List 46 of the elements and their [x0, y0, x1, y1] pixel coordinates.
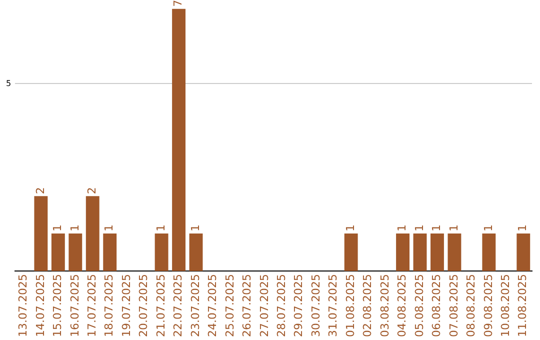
data-label: 1 — [430, 224, 444, 232]
x-tick-label: 24.07.2025 — [206, 274, 220, 338]
x-tick-label: 09.08.2025 — [482, 274, 495, 338]
x-tick-label: 06.08.2025 — [430, 274, 444, 338]
data-label: 1 — [396, 224, 409, 232]
data-label: 1 — [482, 224, 495, 232]
x-tick-label: 16.07.2025 — [68, 274, 82, 338]
x-tick-label: 31.07.2025 — [326, 274, 340, 338]
y-tick-label: 5 — [6, 78, 12, 88]
data-label: 1 — [102, 224, 116, 232]
data-label: 1 — [344, 224, 357, 232]
data-label: 1 — [412, 224, 426, 232]
x-tick-label: 13.07.2025 — [16, 274, 30, 338]
x-tick-label: 29.07.2025 — [292, 274, 306, 338]
data-label: 1 — [51, 224, 64, 232]
x-tick-label: 02.08.2025 — [361, 274, 374, 338]
x-tick-label: 27.07.2025 — [258, 274, 271, 338]
x-tick-label: 14.07.2025 — [34, 274, 47, 338]
x-tick-label: 25.07.2025 — [223, 274, 236, 338]
x-tick-label: 11.08.2025 — [516, 274, 530, 338]
x-tick-label: 30.07.2025 — [309, 274, 322, 338]
x-tick-label: 04.08.2025 — [396, 274, 409, 338]
x-tick-label: 20.07.2025 — [137, 274, 150, 338]
x-tick-label: 19.07.2025 — [120, 274, 133, 338]
x-tick-label: 10.08.2025 — [499, 274, 512, 338]
x-tick-label: 18.07.2025 — [102, 274, 116, 338]
data-label: 1 — [154, 224, 168, 232]
x-tick-label: 03.08.2025 — [378, 274, 392, 338]
x-tick-label: 26.07.2025 — [240, 274, 254, 338]
x-tick-label: 17.07.2025 — [85, 274, 98, 338]
data-label: 2 — [34, 187, 47, 194]
x-tick-label: 22.07.2025 — [172, 274, 185, 338]
x-tick-label: 15.07.2025 — [51, 274, 64, 338]
x-tick-label: 01.08.2025 — [344, 274, 357, 338]
data-label: 1 — [516, 224, 530, 232]
x-tick-label: 23.07.2025 — [188, 274, 202, 338]
data-label: 2 — [85, 187, 98, 194]
data-label: 1 — [188, 224, 202, 232]
x-tick-label: 28.07.2025 — [275, 274, 288, 338]
x-tick-label: 08.08.2025 — [464, 274, 478, 338]
x-tick-label: 05.08.2025 — [412, 274, 426, 338]
x-tick-label: 07.08.2025 — [447, 274, 460, 338]
data-label: 1 — [447, 224, 460, 232]
data-label: 7 — [172, 0, 185, 7]
x-tick-label: 21.07.2025 — [154, 274, 168, 338]
data-label: 1 — [68, 224, 82, 232]
